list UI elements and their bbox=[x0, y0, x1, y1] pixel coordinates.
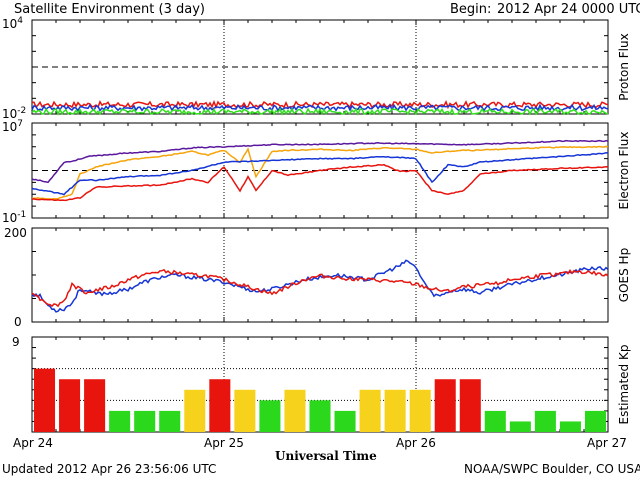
series-purple bbox=[31, 139, 609, 184]
x-tick-apr26: Apr 26 bbox=[396, 436, 436, 450]
y-tick-label: 10-1 bbox=[2, 210, 26, 225]
x-tick-apr24: Apr 24 bbox=[13, 436, 53, 450]
kp-bar bbox=[509, 421, 531, 432]
series-orange bbox=[31, 145, 609, 200]
kp-bar bbox=[359, 389, 381, 432]
y-tick-label: 0 bbox=[14, 315, 22, 329]
y-tick-label: 10-2 bbox=[2, 106, 26, 121]
kp-bar bbox=[384, 389, 406, 432]
y-axis-label: GOES Hp bbox=[617, 248, 631, 302]
kp-bar bbox=[134, 410, 156, 432]
kp-bar bbox=[584, 410, 606, 432]
proton-series-green bbox=[31, 107, 609, 116]
panel-frame bbox=[31, 19, 609, 115]
kp-bar bbox=[459, 379, 481, 432]
kp-bar bbox=[309, 400, 331, 432]
y-axis-label: Proton Flux bbox=[617, 33, 631, 100]
series-blue bbox=[31, 152, 609, 196]
plot-title: Satellite Environment (3 day) bbox=[14, 2, 205, 17]
kp-bar bbox=[559, 421, 581, 432]
kp-bar bbox=[534, 410, 556, 432]
y-axis-label: Electron Flux bbox=[617, 132, 631, 210]
kp-bar bbox=[484, 410, 506, 432]
begin-label: Begin: bbox=[450, 2, 491, 17]
x-tick-apr27: Apr 27 bbox=[587, 436, 627, 450]
x-tick-apr25: Apr 25 bbox=[204, 436, 244, 450]
kp-bar bbox=[34, 368, 56, 432]
credit-text: NOAA/SWPC Boulder, CO USA bbox=[464, 462, 640, 476]
kp-bar bbox=[59, 379, 81, 432]
kp-bar bbox=[334, 410, 356, 432]
proton-series-red bbox=[31, 99, 609, 110]
series-red bbox=[31, 163, 609, 202]
kp-bar bbox=[184, 389, 206, 432]
kp-bar bbox=[434, 379, 456, 432]
series-blue bbox=[31, 259, 609, 313]
updated-timestamp: Updated 2012 Apr 26 23:56:06 UTC bbox=[2, 462, 216, 476]
y-tick-label: 200 bbox=[4, 226, 27, 240]
kp-bar bbox=[284, 389, 306, 432]
kp-bar bbox=[84, 379, 106, 432]
kp-bar bbox=[209, 379, 231, 432]
x-axis-label: Universal Time bbox=[275, 449, 377, 463]
y-axis-label: Estimated Kp bbox=[617, 345, 631, 425]
y-tick-label: 107 bbox=[2, 119, 23, 134]
begin-value: 2012 Apr 24 0000 UTC bbox=[497, 2, 640, 17]
y-tick-label: 104 bbox=[2, 16, 23, 31]
panels-group: 104 10-2 Proton Flux 107 10-1 Electron Flux 20… bbox=[2, 16, 631, 433]
series-red bbox=[31, 268, 609, 308]
y-tick-label: 9 bbox=[12, 335, 20, 349]
kp-bar bbox=[234, 389, 256, 432]
kp-bar bbox=[409, 389, 431, 432]
kp-bar bbox=[109, 410, 131, 432]
kp-bar bbox=[159, 410, 181, 432]
kp-bar bbox=[259, 400, 281, 432]
